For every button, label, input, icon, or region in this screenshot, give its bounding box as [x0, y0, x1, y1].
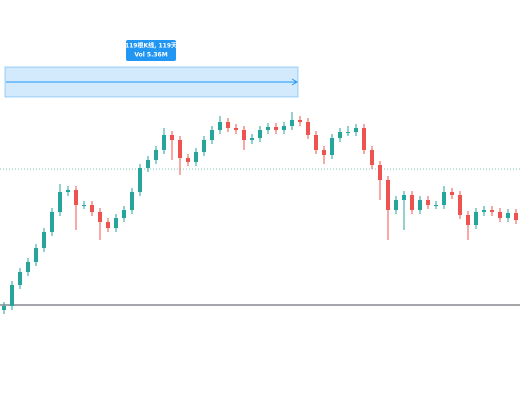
range-label: 119根K线, 119天 — [125, 42, 177, 50]
candle-body — [378, 165, 382, 180]
candle-body — [50, 212, 54, 232]
candle-body — [498, 212, 502, 218]
candle-body — [66, 190, 70, 192]
candle-body — [106, 222, 110, 228]
candle-body — [202, 140, 206, 152]
candle-body — [418, 200, 422, 210]
candle-body — [146, 160, 150, 168]
candle-body — [386, 180, 390, 210]
candle-body — [394, 200, 398, 210]
candle-body — [98, 212, 102, 222]
candle-body — [290, 120, 294, 126]
candle-body — [242, 130, 246, 140]
candle-body — [154, 150, 158, 160]
candle-body — [130, 192, 134, 210]
candle-body — [122, 210, 126, 218]
candle-body — [506, 213, 510, 218]
range-label-box — [126, 40, 176, 61]
candle-body — [274, 127, 278, 130]
candle-body — [34, 248, 38, 262]
candle-body — [138, 168, 142, 192]
candle-body — [490, 210, 494, 212]
candle-body — [322, 150, 326, 155]
candle-body — [362, 128, 366, 150]
candle-body — [42, 232, 46, 248]
candle-body — [426, 200, 430, 205]
candle-body — [178, 140, 182, 158]
candle-body — [306, 122, 310, 135]
candle-body — [186, 158, 190, 162]
arrow-head — [291, 78, 298, 86]
candle-body — [74, 190, 78, 205]
candle-body — [410, 195, 414, 210]
candle-body — [210, 130, 214, 140]
candle-body — [466, 215, 470, 225]
candle-body — [170, 135, 174, 140]
candle-body — [434, 205, 438, 206]
candle-body — [2, 306, 6, 310]
candle-body — [450, 192, 454, 195]
candle-body — [18, 272, 22, 285]
candle-body — [330, 138, 334, 155]
candle-body — [26, 262, 30, 272]
candle-body — [458, 195, 462, 215]
candle-body — [266, 127, 270, 130]
candle-body — [250, 138, 254, 140]
candle-body — [482, 210, 486, 212]
volume-label: Vol 5.36M — [134, 52, 167, 59]
candle-body — [346, 132, 350, 133]
candle-body — [354, 128, 358, 132]
candle-body — [162, 135, 166, 150]
candle-body — [114, 218, 118, 228]
candle-body — [514, 213, 518, 220]
candle-body — [10, 285, 14, 306]
candle-body — [226, 122, 230, 128]
candle-body — [282, 126, 286, 130]
candle-body — [82, 205, 86, 206]
candle-body — [194, 152, 198, 162]
candle-body — [58, 192, 62, 212]
candle-body — [402, 195, 406, 200]
candle-body — [370, 150, 374, 165]
candle-body — [314, 135, 318, 150]
candle-body — [234, 128, 238, 130]
candle-body — [338, 132, 342, 138]
candle-body — [258, 130, 262, 138]
candle-body — [298, 120, 302, 122]
candle-body — [442, 192, 446, 205]
candle-body — [474, 212, 478, 225]
candle-body — [90, 205, 94, 212]
candle-body — [218, 122, 222, 130]
